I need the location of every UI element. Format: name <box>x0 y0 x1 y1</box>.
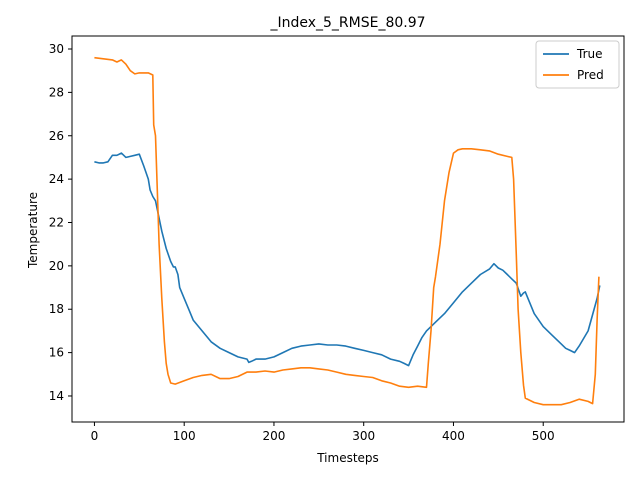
series-line-true <box>94 152 601 367</box>
y-tick-label: 26 <box>49 129 64 143</box>
x-tick-label: 500 <box>532 429 555 443</box>
y-tick-label: 18 <box>49 302 64 316</box>
legend-label-true: True <box>576 47 603 61</box>
x-tick-label: 200 <box>262 429 285 443</box>
series-line-pred <box>94 56 600 406</box>
legend-box <box>535 40 620 89</box>
x-tick-label: 100 <box>173 429 196 443</box>
x-tick-label: 0 <box>91 429 99 443</box>
x-axis-title: Timesteps <box>316 451 379 465</box>
axes-frame <box>71 35 625 423</box>
chart-title: _Index_5_RMSE_80.97 <box>269 15 425 31</box>
y-tick-label: 16 <box>49 346 64 360</box>
plot-area <box>94 56 601 406</box>
x-tick-label: 300 <box>352 429 375 443</box>
y-tick-label: 22 <box>49 215 64 229</box>
legend: True Pred <box>535 40 620 89</box>
x-tick-label: 400 <box>442 429 465 443</box>
y-tick-label: 24 <box>49 172 64 186</box>
y-tick-label: 28 <box>49 85 64 99</box>
legend-label-pred: Pred <box>577 68 604 82</box>
y-axis-title: Temperature <box>26 192 40 269</box>
y-tick-label: 14 <box>49 389 64 403</box>
y-tick-label: 20 <box>49 259 64 273</box>
y-tick-label: 30 <box>49 42 64 56</box>
